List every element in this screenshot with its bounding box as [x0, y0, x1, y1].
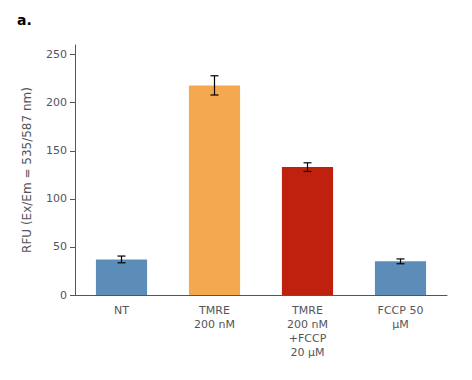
- svg-text:20 μM: 20 μM: [291, 346, 325, 359]
- svg-text:250: 250: [46, 48, 67, 61]
- svg-text:+FCCP: +FCCP: [289, 332, 327, 345]
- svg-text:0: 0: [60, 289, 67, 302]
- svg-text:200: 200: [46, 96, 67, 109]
- svg-text:200 nM: 200 nM: [194, 318, 235, 331]
- svg-text:NT: NT: [114, 304, 129, 317]
- svg-text:50: 50: [53, 240, 67, 253]
- svg-text:FCCP 50: FCCP 50: [378, 304, 424, 317]
- svg-text:a.: a.: [17, 12, 32, 28]
- svg-text:200 nM: 200 nM: [287, 318, 328, 331]
- svg-text:μM: μM: [392, 318, 409, 331]
- svg-text:100: 100: [46, 192, 67, 205]
- svg-text:150: 150: [46, 144, 67, 157]
- svg-text:TMRE: TMRE: [291, 304, 323, 317]
- svg-text:TMRE: TMRE: [198, 304, 230, 317]
- svg-text:RFU (Ex/Em = 535/587 nm): RFU (Ex/Em = 535/587 nm): [20, 87, 34, 253]
